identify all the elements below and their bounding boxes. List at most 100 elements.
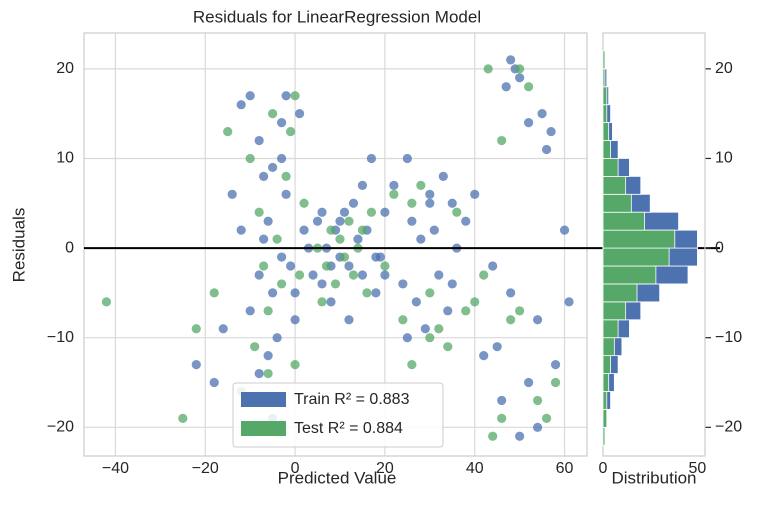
hist-bar	[602, 319, 619, 339]
scatter-point	[461, 216, 471, 226]
scatter-point	[344, 216, 354, 226]
x-tick-label: 40	[466, 460, 484, 477]
hist-bar	[602, 50, 606, 70]
x-tick-label: 20	[376, 460, 394, 477]
scatter-point	[488, 431, 498, 441]
y-tick-label: −10	[47, 329, 74, 346]
scatter-point	[434, 324, 444, 334]
scatter-point	[546, 126, 556, 137]
scatter-point	[263, 216, 273, 226]
scatter-point	[532, 315, 543, 325]
hist-x-axis-label: Distribution	[611, 468, 696, 487]
scatter-point	[290, 315, 300, 325]
x-tick-label: −40	[102, 460, 129, 477]
scatter-point	[497, 413, 507, 423]
y-tick-label: 10	[56, 150, 74, 167]
hist-bar	[602, 175, 627, 195]
scatter-point	[285, 261, 296, 271]
scatter-point	[402, 333, 412, 343]
scatter-point	[344, 261, 354, 271]
scatter-point	[290, 288, 300, 298]
scatter-point	[290, 91, 300, 101]
scatter-point	[317, 207, 327, 217]
scatter-point	[285, 126, 296, 137]
scatter-point	[277, 279, 287, 289]
y-tick-label: 0	[715, 239, 724, 256]
scatter-point	[259, 234, 269, 244]
scatter-point	[290, 359, 300, 370]
scatter-point	[443, 306, 453, 316]
scatter-point	[268, 109, 278, 119]
scatter-point	[245, 91, 255, 101]
scatter-point	[501, 82, 511, 92]
scatter-point	[488, 261, 498, 271]
hist-bar	[602, 337, 615, 357]
y-tick-label: −20	[715, 419, 742, 436]
x-tick-label: 50	[689, 460, 707, 477]
hist-bar	[602, 122, 610, 141]
scatter-point	[461, 306, 471, 316]
scatter-point	[339, 207, 350, 217]
scatter-point	[259, 171, 269, 181]
scatter-point	[447, 279, 457, 289]
scatter-point	[268, 162, 278, 173]
scatter-point	[317, 279, 327, 289]
legend-label: Test R² = 0.884	[294, 420, 403, 437]
scatter-point	[416, 234, 426, 244]
scatter-point	[532, 422, 543, 432]
hist-bar	[602, 68, 606, 88]
hist-bar	[602, 247, 670, 267]
scatter-point	[398, 315, 408, 325]
scatter-point	[506, 55, 516, 65]
scatter-point	[425, 333, 435, 343]
scatter-point	[416, 180, 426, 190]
scatter-point	[299, 225, 309, 235]
scatter-point	[371, 252, 381, 262]
legend-label: Train R² = 0.883	[294, 391, 410, 408]
scatter-point	[335, 216, 345, 226]
scatter-point	[380, 261, 390, 271]
scatter-point	[277, 118, 287, 128]
scatter-point	[402, 153, 412, 164]
scatter-point	[348, 198, 359, 208]
hist-bar	[602, 355, 611, 374]
y-tick-label: −10	[715, 329, 742, 346]
scatter-point	[366, 153, 377, 164]
hist-bar	[602, 391, 608, 410]
scatter-point	[272, 234, 282, 244]
scatter-point	[263, 351, 273, 361]
scatter-point	[335, 234, 345, 244]
scatter-point	[497, 395, 507, 406]
scatter-point	[281, 189, 291, 199]
hist-bar	[602, 158, 619, 177]
scatter-point	[101, 297, 112, 307]
scatter-point	[223, 126, 233, 137]
scatter-point	[326, 297, 336, 307]
scatter-point	[532, 395, 543, 406]
scatter-point	[407, 198, 417, 208]
scatter-point	[470, 189, 480, 199]
scatter-point	[277, 153, 287, 164]
scatter-point	[380, 207, 390, 217]
scatter-point	[537, 109, 547, 119]
y-axis-label: Residuals	[9, 208, 28, 283]
scatter-point	[254, 207, 264, 217]
y-tick-label: 20	[56, 60, 74, 77]
scatter-point	[420, 324, 430, 334]
scatter-point	[371, 288, 381, 298]
scatter-point	[236, 100, 246, 110]
scatter-point	[483, 64, 493, 74]
hist-bar	[602, 211, 645, 231]
scatter-point	[236, 225, 246, 235]
scatter-point	[398, 279, 408, 289]
y-tick-label: 0	[65, 239, 74, 256]
scatter-point	[245, 306, 255, 316]
y-tick-label: 20	[715, 60, 733, 77]
scatter-point	[515, 306, 525, 316]
x-tick-label: 60	[556, 460, 574, 477]
scatter-point	[506, 315, 516, 325]
scatter-point	[411, 297, 421, 307]
scatter-point	[447, 198, 457, 208]
scatter-point	[277, 252, 287, 262]
